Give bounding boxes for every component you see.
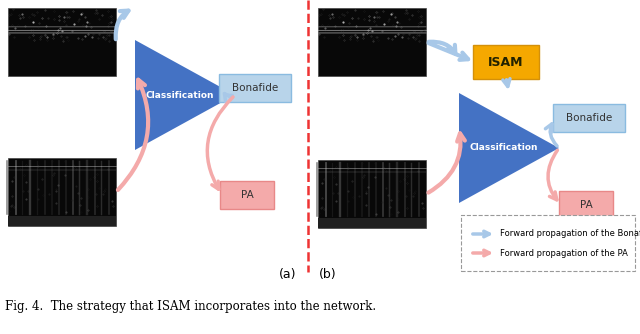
FancyBboxPatch shape bbox=[220, 181, 274, 209]
Text: Forward propagation of the PA: Forward propagation of the PA bbox=[500, 248, 628, 258]
FancyBboxPatch shape bbox=[461, 215, 635, 271]
Bar bbox=[8, 158, 116, 226]
Text: Bonafide: Bonafide bbox=[232, 83, 278, 93]
Bar bbox=[318, 160, 426, 228]
FancyBboxPatch shape bbox=[553, 104, 625, 132]
Text: (b): (b) bbox=[319, 268, 337, 281]
Bar bbox=[318, 218, 426, 228]
Text: Forward propagation of the Bonafide: Forward propagation of the Bonafide bbox=[500, 229, 640, 238]
Text: Bonafide: Bonafide bbox=[566, 113, 612, 123]
Polygon shape bbox=[459, 93, 559, 203]
Text: PA: PA bbox=[580, 200, 593, 210]
Text: (a): (a) bbox=[279, 268, 297, 281]
Bar bbox=[318, 8, 426, 76]
FancyBboxPatch shape bbox=[473, 45, 539, 79]
Text: Classification: Classification bbox=[470, 144, 538, 153]
Bar bbox=[8, 8, 116, 76]
Text: Classification: Classification bbox=[146, 91, 214, 100]
Bar bbox=[8, 216, 116, 226]
Text: Fig. 4.  The strategy that ISAM incorporates into the network.: Fig. 4. The strategy that ISAM incorpora… bbox=[5, 300, 376, 313]
Text: PA: PA bbox=[241, 190, 253, 200]
Text: ISAM: ISAM bbox=[488, 55, 524, 68]
FancyBboxPatch shape bbox=[219, 74, 291, 102]
Polygon shape bbox=[135, 40, 235, 150]
FancyBboxPatch shape bbox=[559, 191, 613, 219]
